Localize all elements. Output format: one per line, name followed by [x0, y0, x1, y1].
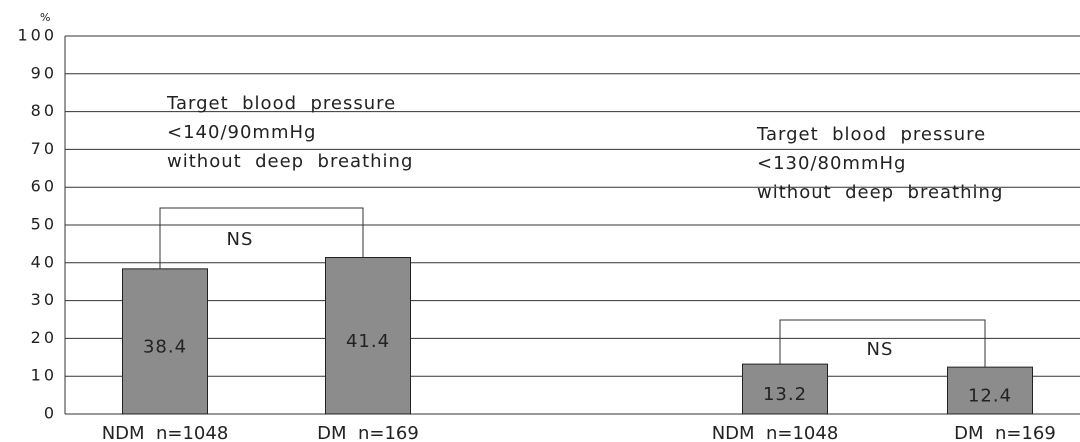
bracket: [779, 319, 986, 368]
annotation: without deep breathing: [757, 182, 1003, 203]
y-tick-label: 0: [44, 404, 57, 423]
y-tick-label: 10: [31, 366, 57, 385]
value-label: 38.4: [143, 336, 187, 357]
x-tick-label: NDM n=1048: [102, 423, 229, 442]
x-tick-label: DM n=169: [954, 423, 1056, 442]
bracket-label: NS: [227, 229, 254, 250]
bar: [325, 257, 411, 415]
annotation: <130/80mmHg: [757, 153, 906, 174]
x-tick-label: NDM n=1048: [712, 423, 839, 442]
y-unit: %: [40, 11, 50, 24]
y-tick-label: 50: [31, 215, 57, 234]
x-tick-label: DM n=169: [317, 423, 419, 442]
y-tick-label: 90: [31, 63, 57, 82]
bar: [947, 366, 1033, 415]
y-tick-label: 40: [31, 252, 57, 271]
bracket-label: NS: [867, 339, 894, 360]
y-tick-label: 30: [31, 290, 57, 309]
annotation: <140/90mmHg: [167, 122, 316, 143]
y-tick-label: 80: [31, 101, 57, 120]
bracket: [159, 207, 364, 269]
annotation: without deep breathing: [167, 151, 413, 172]
value-label: 12.4: [968, 386, 1012, 407]
bar: [742, 363, 828, 415]
annotation: Target blood pressure: [756, 124, 986, 145]
bar: [122, 268, 208, 415]
annotation: Target blood pressure: [166, 93, 396, 114]
y-tick-label: 20: [31, 328, 57, 347]
y-tick-label: 70: [31, 139, 57, 158]
y-tick-label: 100: [17, 26, 57, 45]
y-tick-label: 60: [31, 177, 57, 196]
value-label: 41.4: [346, 331, 390, 352]
value-label: 13.2: [763, 384, 807, 405]
